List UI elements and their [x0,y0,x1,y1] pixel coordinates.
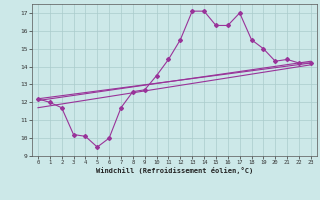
X-axis label: Windchill (Refroidissement éolien,°C): Windchill (Refroidissement éolien,°C) [96,167,253,174]
